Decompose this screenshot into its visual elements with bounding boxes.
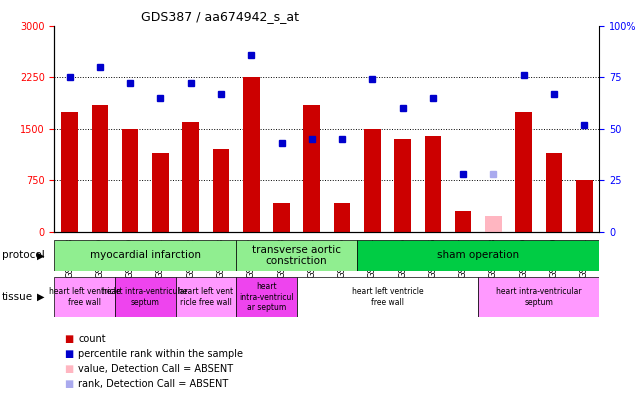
Bar <box>122 129 138 232</box>
Text: ■: ■ <box>64 379 73 389</box>
Text: ■: ■ <box>64 333 73 344</box>
Bar <box>515 112 532 232</box>
Bar <box>273 203 290 232</box>
Bar <box>455 211 471 232</box>
Text: tissue: tissue <box>2 292 33 302</box>
Bar <box>297 277 478 317</box>
Text: ▶: ▶ <box>37 250 44 261</box>
Bar <box>303 105 320 232</box>
Text: protocol: protocol <box>2 250 45 261</box>
Text: heart left vent
ricle free wall: heart left vent ricle free wall <box>178 287 233 307</box>
Text: heart intra-ventricular
septum: heart intra-ventricular septum <box>496 287 581 307</box>
Bar <box>62 112 78 232</box>
Bar <box>115 277 176 317</box>
Bar <box>176 277 236 317</box>
Text: myocardial infarction: myocardial infarction <box>90 250 201 261</box>
Bar <box>357 240 599 271</box>
Text: count: count <box>78 333 106 344</box>
Bar <box>243 77 260 232</box>
Text: transverse aortic
constriction: transverse aortic constriction <box>252 245 341 266</box>
Bar <box>485 216 502 232</box>
Bar <box>54 277 115 317</box>
Text: heart intra-ventricular
septum: heart intra-ventricular septum <box>103 287 188 307</box>
Bar <box>545 153 562 232</box>
Bar <box>236 277 297 317</box>
Bar <box>236 240 357 271</box>
Text: value, Detection Call = ABSENT: value, Detection Call = ABSENT <box>78 364 233 374</box>
Text: GDS387 / aa674942_s_at: GDS387 / aa674942_s_at <box>141 10 299 23</box>
Text: percentile rank within the sample: percentile rank within the sample <box>78 348 243 359</box>
Text: sham operation: sham operation <box>437 250 519 261</box>
Bar <box>54 240 236 271</box>
Bar <box>152 153 169 232</box>
Text: rank, Detection Call = ABSENT: rank, Detection Call = ABSENT <box>78 379 228 389</box>
Bar <box>478 277 599 317</box>
Bar <box>334 203 351 232</box>
Text: ■: ■ <box>64 348 73 359</box>
Text: ▶: ▶ <box>37 292 44 302</box>
Bar <box>576 180 592 232</box>
Bar <box>183 122 199 232</box>
Text: heart left ventricle
free wall: heart left ventricle free wall <box>352 287 423 307</box>
Bar <box>364 129 381 232</box>
Text: ■: ■ <box>64 364 73 374</box>
Bar <box>424 135 441 232</box>
Text: heart left ventricle
free wall: heart left ventricle free wall <box>49 287 121 307</box>
Bar <box>92 105 108 232</box>
Bar <box>394 139 411 232</box>
Bar <box>213 149 229 232</box>
Text: heart
intra-ventricul
ar septum: heart intra-ventricul ar septum <box>239 282 294 312</box>
